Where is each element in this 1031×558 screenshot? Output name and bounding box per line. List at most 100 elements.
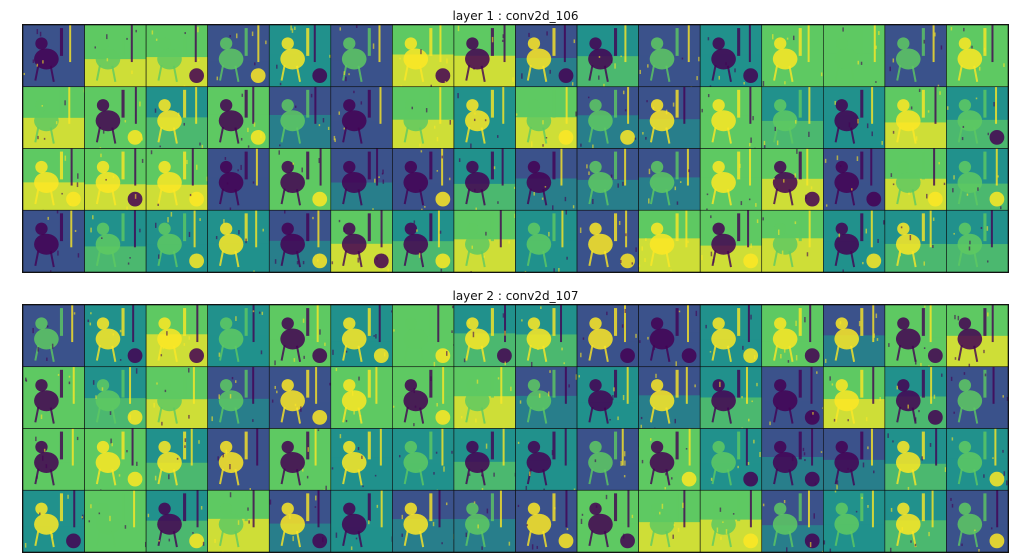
feature-map-tile — [453, 209, 516, 272]
feature-map-tile — [145, 86, 208, 152]
feature-map-tile — [84, 428, 147, 495]
feature-map-tile — [453, 86, 516, 149]
feature-map-tile — [330, 86, 393, 156]
feature-map-tile — [823, 209, 886, 272]
feature-map-tile — [23, 305, 85, 368]
feature-map-tile — [946, 366, 1008, 437]
feature-map-tile — [23, 209, 85, 272]
feature-map-tile — [23, 148, 85, 217]
feature-map-tile — [392, 25, 455, 91]
feature-map-tile — [823, 489, 886, 552]
feature-map-tile — [453, 489, 516, 552]
feature-map-tile — [515, 209, 578, 272]
feature-map-tile — [268, 489, 332, 552]
feature-map-tile — [884, 366, 947, 431]
feature-map-tile — [946, 148, 1008, 218]
feature-map-tile — [946, 489, 1008, 552]
feature-map-tile — [638, 366, 701, 432]
feature-map-tile — [638, 86, 701, 154]
feature-map-tile — [576, 305, 639, 376]
feature-map-tile — [145, 148, 209, 219]
feature-map-tile — [761, 148, 824, 213]
feature-map-tile — [392, 366, 455, 431]
feature-map-tile — [699, 86, 763, 151]
feature-map-tile — [576, 148, 639, 214]
feature-map-tile — [638, 305, 701, 368]
feature-map-tile — [699, 148, 763, 212]
feature-map-tile — [268, 86, 332, 149]
feature-map-tile — [84, 25, 147, 94]
feature-map-tile — [515, 25, 578, 92]
feature-map-tile — [207, 489, 270, 552]
feature-map-grid — [22, 304, 1009, 553]
feature-map-tile — [699, 209, 763, 272]
feature-map-tile — [330, 428, 393, 492]
feature-map-tile — [23, 366, 85, 431]
feature-map-tile — [884, 489, 947, 552]
feature-map-tile — [761, 209, 824, 272]
feature-map-tile — [761, 366, 824, 436]
feature-map-tile — [145, 366, 208, 434]
feature-map-tile — [761, 86, 824, 155]
feature-map-tile — [699, 428, 763, 498]
feature-map-tile — [576, 86, 639, 150]
feature-map-tile — [946, 25, 1008, 94]
feature-map-tile — [268, 209, 332, 272]
feature-map-tile — [330, 148, 393, 217]
feature-map-tile — [84, 209, 147, 272]
feature-map-tile — [207, 86, 270, 149]
feature-map-tile — [761, 428, 824, 491]
feature-map-tile — [638, 25, 701, 90]
feature-map-tile — [699, 489, 763, 552]
feature-map-tile — [761, 489, 824, 552]
feature-map-tile — [515, 428, 578, 495]
feature-map-tile — [23, 489, 85, 552]
feature-map-tile — [207, 305, 270, 370]
feature-map-tile — [515, 86, 578, 152]
feature-map-tile — [823, 305, 886, 370]
feature-map-tile — [576, 489, 639, 552]
feature-map-tile — [84, 148, 147, 219]
feature-map-tile — [84, 86, 147, 150]
panel-title: layer 1 : conv2d_106 — [452, 9, 579, 23]
feature-map-tile — [946, 209, 1008, 272]
feature-map-tile — [946, 86, 1008, 154]
feature-map-tile — [84, 305, 147, 372]
feature-map-tile — [638, 428, 701, 496]
feature-map-tile — [23, 86, 86, 152]
feature-map-tile — [884, 428, 947, 498]
feature-map-tile — [330, 489, 394, 552]
feature-map-tile — [392, 148, 455, 218]
feature-map-tile — [207, 428, 271, 495]
feature-map-tile — [453, 305, 516, 368]
feature-map-tile — [330, 209, 393, 272]
feature-map-tile — [823, 148, 886, 217]
feature-map-tile — [823, 366, 886, 434]
feature-map-tile — [392, 305, 455, 375]
feature-map-tile — [330, 25, 393, 95]
feature-map-tile — [884, 209, 947, 272]
feature-map-tile — [207, 148, 270, 212]
feature-map-tile — [515, 489, 578, 552]
feature-map-tile — [576, 428, 640, 498]
feature-map-tile — [392, 86, 455, 154]
feature-map-tile — [453, 148, 516, 218]
feature-map-tile — [330, 366, 393, 431]
feature-map-tile — [145, 489, 208, 552]
feature-map-tile — [453, 428, 517, 496]
feature-map-image — [23, 25, 1008, 272]
feature-map-tile — [207, 209, 270, 272]
feature-map-tile — [699, 25, 763, 91]
feature-map-tile — [453, 366, 516, 431]
feature-map-tile — [699, 366, 763, 432]
feature-map-tile — [392, 209, 456, 272]
feature-map-tile — [23, 428, 85, 497]
feature-map-tile — [576, 209, 639, 272]
feature-map-tile — [761, 305, 824, 376]
feature-map-tile — [268, 366, 332, 437]
feature-map-tile — [576, 25, 639, 91]
feature-map-tile — [392, 489, 455, 552]
feature-map-tile — [207, 25, 270, 96]
feature-map-tile — [946, 305, 1008, 370]
feature-map-tile — [823, 428, 886, 494]
